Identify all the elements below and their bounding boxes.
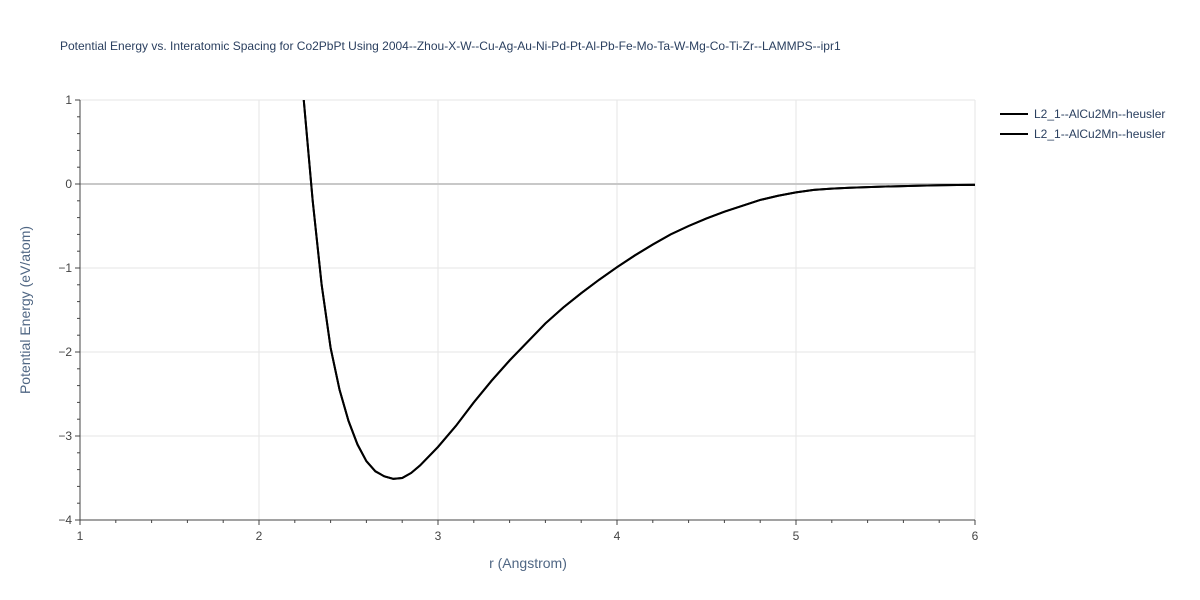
series-line-2 [302, 100, 975, 480]
y-tick-label: −3 [58, 429, 72, 443]
y-tick-label: −4 [58, 513, 72, 527]
y-tick-label: 0 [65, 177, 72, 191]
series-lines [302, 100, 975, 480]
legend[interactable]: L2_1--AlCu2Mn--heusler L2_1--AlCu2Mn--heu… [1000, 107, 1165, 141]
y-tick-label: 1 [65, 93, 72, 107]
chart-title: Potential Energy vs. Interatomic Spacing… [60, 39, 841, 53]
x-tick-label: 1 [77, 529, 84, 543]
x-axis-ticks: 1 2 3 4 5 6 [77, 520, 979, 543]
series-line-1 [302, 100, 975, 480]
y-axis-ticks: 1 0 −1 −2 −3 −4 [58, 93, 80, 527]
x-axis-title: r (Angstrom) [489, 555, 567, 571]
x-tick-label: 4 [614, 529, 621, 543]
x-tick-label: 3 [435, 529, 442, 543]
y-tick-label: −2 [58, 345, 72, 359]
x-tick-label: 2 [256, 529, 263, 543]
x-tick-label: 6 [972, 529, 979, 543]
y-gridlines [80, 99, 975, 521]
y-axis-title: Potential Energy (eV/atom) [17, 226, 33, 394]
legend-label: L2_1--AlCu2Mn--heusler [1034, 127, 1165, 141]
legend-item-2[interactable]: L2_1--AlCu2Mn--heusler [1000, 127, 1165, 141]
x-tick-label: 5 [793, 529, 800, 543]
legend-label: L2_1--AlCu2Mn--heusler [1034, 107, 1165, 121]
x-gridlines [79, 100, 976, 520]
y-tick-label: −1 [58, 261, 72, 275]
legend-item-1[interactable]: L2_1--AlCu2Mn--heusler [1000, 107, 1165, 121]
